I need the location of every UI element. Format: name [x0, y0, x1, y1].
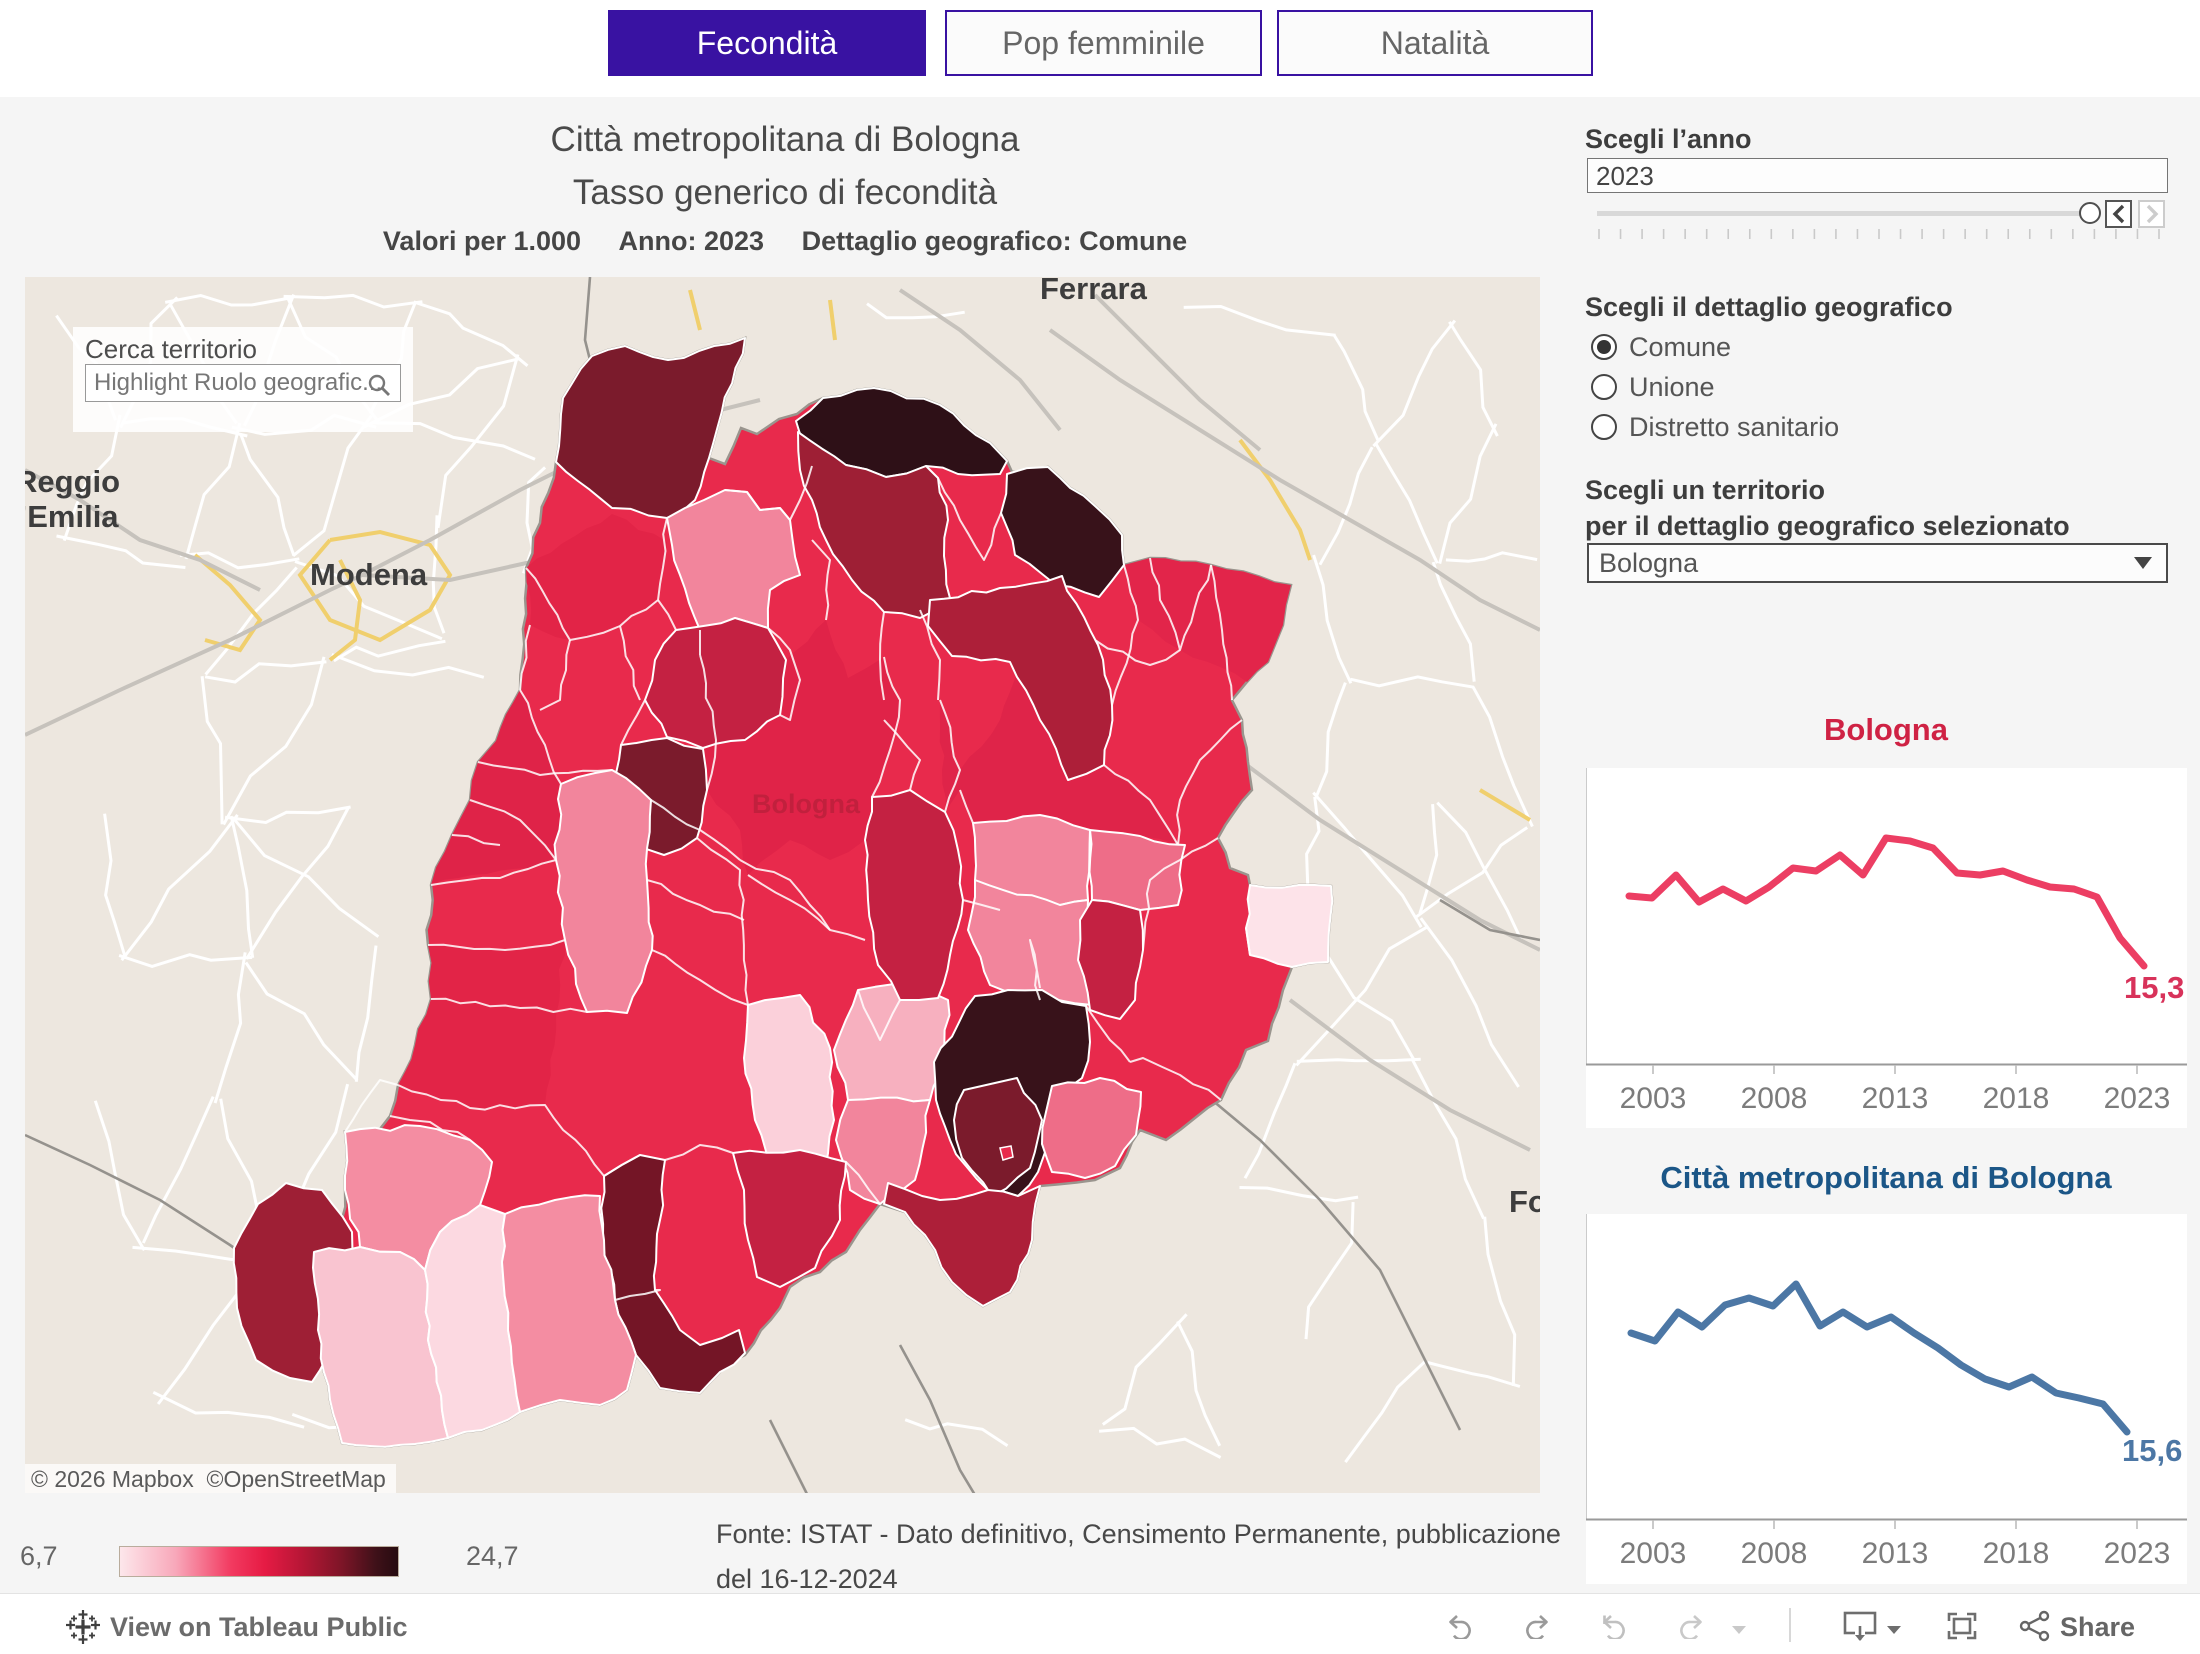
svg-text:Reggio: Reggio [25, 464, 120, 499]
svg-text:l’Emilia: l’Emilia [25, 499, 119, 534]
svg-text:Ferrara: Ferrara [1040, 277, 1148, 306]
svg-text:15,6: 15,6 [2122, 1433, 2182, 1468]
svg-text:2003: 2003 [1620, 1082, 1687, 1115]
svg-text:Fo: Fo [1509, 1184, 1540, 1219]
svg-text:2023: 2023 [2104, 1082, 2171, 1115]
svg-text:2013: 2013 [1862, 1537, 1929, 1570]
svg-text:2018: 2018 [1983, 1082, 2050, 1115]
svg-text:2008: 2008 [1741, 1082, 1808, 1115]
svg-text:2018: 2018 [1983, 1537, 2050, 1570]
svg-text:2013: 2013 [1862, 1082, 1929, 1115]
svg-text:2003: 2003 [1620, 1537, 1687, 1570]
svg-text:Bologna: Bologna [752, 789, 861, 819]
svg-text:Modena: Modena [310, 557, 428, 592]
svg-text:15,3: 15,3 [2124, 970, 2184, 1005]
svg-text:2008: 2008 [1741, 1537, 1808, 1570]
svg-text:2023: 2023 [2104, 1537, 2171, 1570]
